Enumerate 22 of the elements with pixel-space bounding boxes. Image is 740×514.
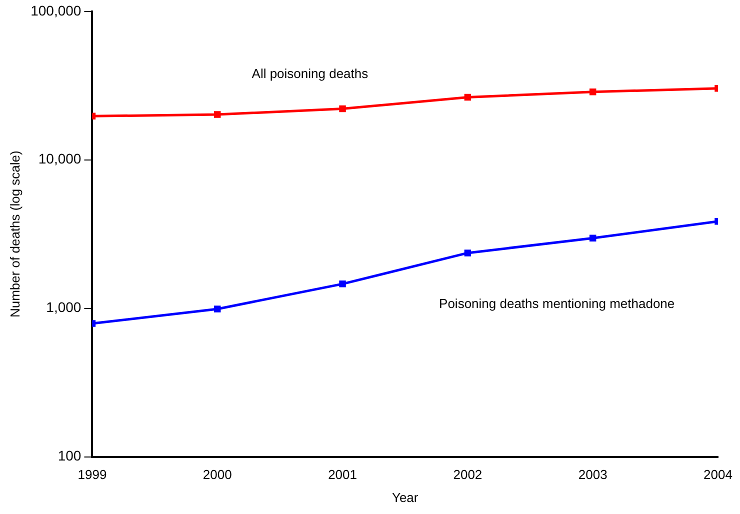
- point: [464, 250, 472, 256]
- y-tick-label: 1,000: [46, 299, 82, 316]
- series-label: All poisoning deaths: [252, 66, 369, 81]
- x-tick-label: 2001: [328, 467, 357, 482]
- point: [339, 105, 346, 112]
- y-tick-label: 100,000: [30, 2, 82, 18]
- y-tick-label: 10,000: [38, 150, 82, 167]
- y-axis-title: Number of deaths (log scale): [7, 150, 22, 318]
- point: [589, 234, 596, 242]
- point: [589, 88, 596, 96]
- y-tick-label: 100: [58, 448, 82, 464]
- point: [214, 306, 221, 312]
- text: Poisoning deaths mentioning methadone: [439, 296, 675, 312]
- x-tick-label: 2004: [704, 467, 732, 482]
- point: [214, 111, 221, 118]
- x-tick-label: 1999: [78, 467, 107, 482]
- x-axis-title: Year: [392, 490, 419, 505]
- point: [339, 280, 346, 288]
- x-tick-label: 2002: [453, 467, 482, 482]
- point: [464, 94, 472, 101]
- x-tick-label: 2003: [578, 467, 608, 482]
- x-tick-label: 2000: [202, 467, 232, 482]
